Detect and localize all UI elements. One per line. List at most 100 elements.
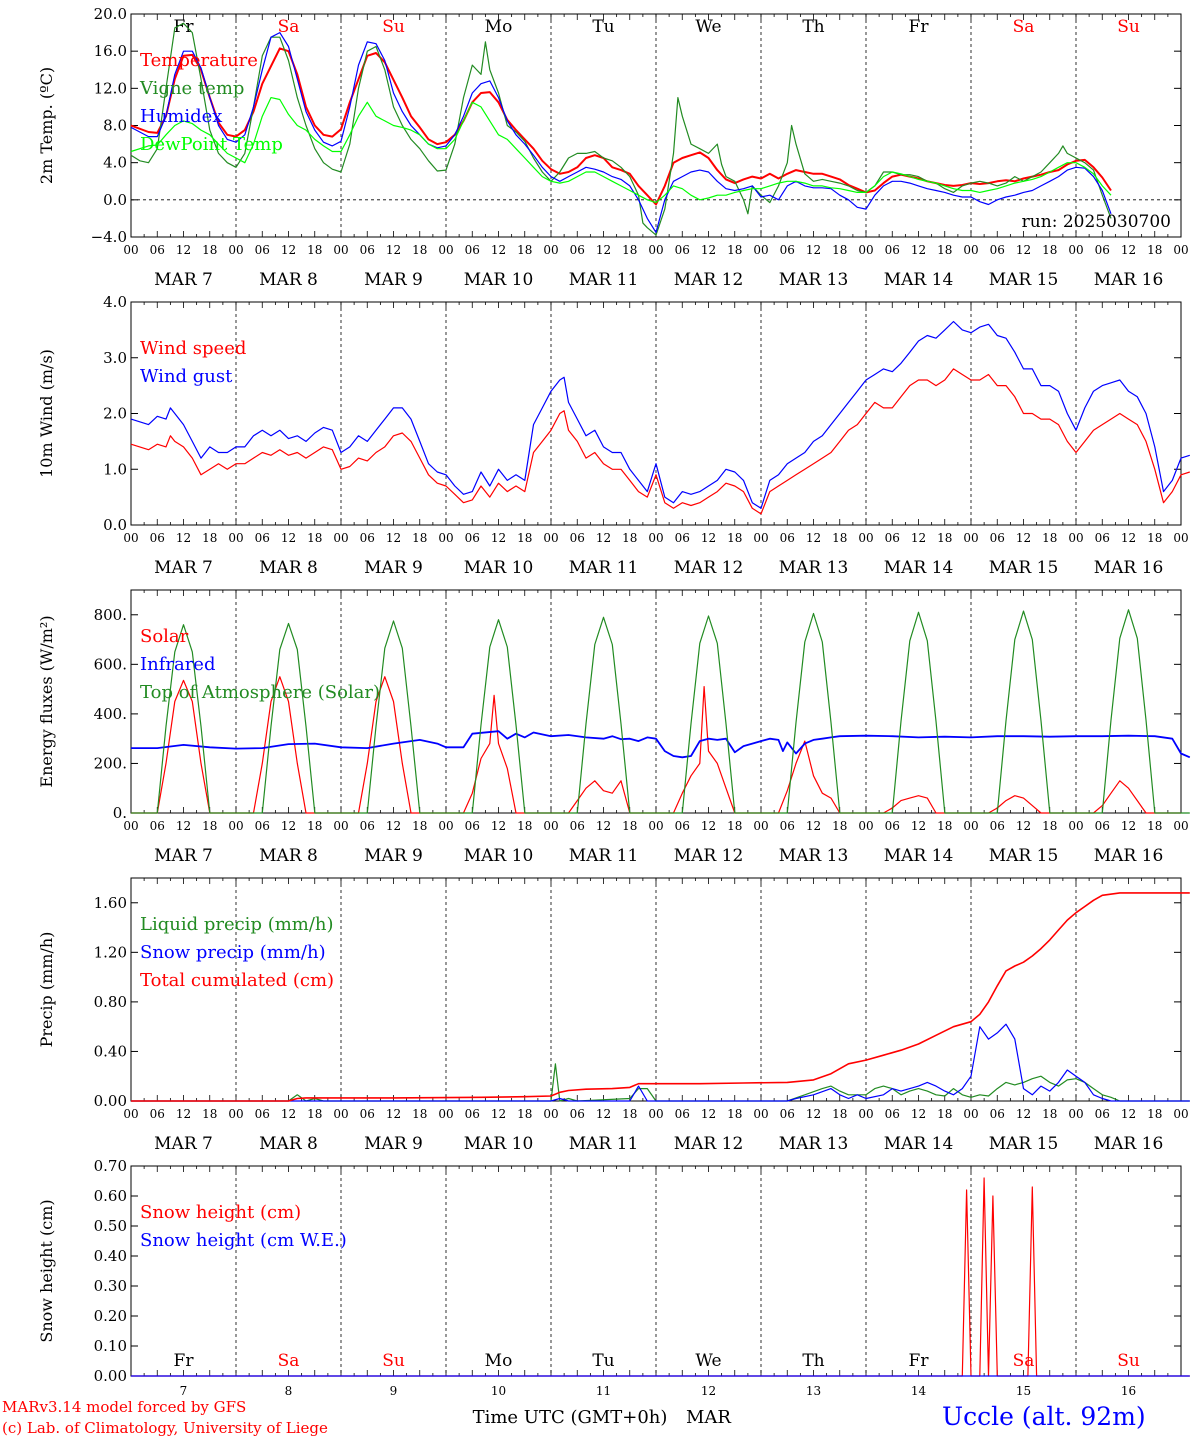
hour-label: 06 [255,531,270,545]
hour-label: 06 [570,819,585,833]
date-label: MAR 8 [259,1134,318,1154]
date-label: MAR 11 [569,270,639,290]
y-tick-label: 3.0 [103,349,127,367]
hour-label: 06 [780,819,795,833]
day-number: 7 [180,1384,188,1398]
hour-label: 00 [753,531,768,545]
hour-label: 00 [753,1107,768,1121]
hour-label: 18 [1147,243,1162,257]
date-label: MAR 11 [569,558,639,578]
hour-label: 06 [1095,1107,1110,1121]
date-label: MAR 10 [464,1134,534,1154]
hour-label: 06 [675,1107,690,1121]
hour-label: 12 [1016,1107,1031,1121]
y-tick-label: 0.60 [94,1187,127,1205]
hour-label: 00 [753,819,768,833]
hour-label: 00 [438,243,453,257]
hour-label: 00 [858,243,873,257]
hour-label: 06 [1095,531,1110,545]
hour-label: 00 [228,819,243,833]
day-number: 15 [1016,1384,1031,1398]
panel-5: 0.70 0.60 0.50 0.40 0.30 0.20 0.10 0.00 Snow hei… [37,1157,1190,1385]
date-label: MAR 10 [464,846,534,866]
x-axis-label: Time UTC (GMT+0h) [473,1407,668,1428]
date-label: MAR 16 [1094,558,1164,578]
date-label: MAR 16 [1094,1134,1164,1154]
hour-label: 00 [228,1107,243,1121]
hour-label: 06 [360,1107,375,1121]
weekday-label: Su [382,1351,405,1371]
hour-label: 18 [202,1107,217,1121]
weekday-label: Th [802,17,824,37]
x-axis-month: MAR [686,1407,731,1428]
hour-label: 06 [150,1107,165,1121]
hour-label: 18 [832,1107,847,1121]
hour-label: 18 [1042,1107,1057,1121]
y-tick-label: 0.70 [94,1157,127,1175]
date-label: MAR 8 [259,558,318,578]
hour-label: 18 [937,1107,952,1121]
legend-entry: Snow height (cm W.E.) [140,1230,347,1251]
hour-label: 18 [832,243,847,257]
legend-entry: Total cumulated (cm) [140,970,334,991]
legend-entry: Temperature [140,50,258,71]
hour-label: 18 [937,819,952,833]
hour-label: 06 [990,1107,1005,1121]
day-number: 9 [390,1384,398,1398]
date-label: MAR 11 [569,1134,639,1154]
hour-label: 12 [701,819,716,833]
legend-entry: Wind speed [140,338,246,359]
weekday-label: We [695,1351,721,1371]
y-tick-label: 16.0 [94,42,127,60]
hour-label: 12 [176,531,191,545]
day-number: 13 [806,1384,821,1398]
bottom-axis: 7 8 9 10 11 12 13 14 15 16 Time UTC (GMT+0h) MAR [180,1384,1136,1428]
legend-entry: Wind gust [140,366,233,387]
hour-label: 06 [255,819,270,833]
date-label: MAR 7 [154,846,213,866]
hour-label: 06 [675,819,690,833]
weekday-label: Th [802,1351,824,1371]
series-line [131,730,1191,759]
y-tick-label: 1.20 [94,943,127,961]
weekday-label: Mo [485,1351,513,1371]
date-label: MAR 15 [989,270,1059,290]
hour-label: 00 [648,243,663,257]
series-line [130,22,1112,236]
date-label: MAR 16 [1094,846,1164,866]
hour-label: 12 [386,1107,401,1121]
y-axis-label: 2m Temp. (ºC) [37,67,56,184]
hour-label: 06 [675,531,690,545]
hour-label: 12 [491,1107,506,1121]
series-line [130,31,1112,233]
hour-label: 12 [386,819,401,833]
hour-label: 00 [1068,1107,1083,1121]
y-tick-label: 0.00 [94,1092,127,1110]
hour-label: 18 [412,243,427,257]
hour-label: 12 [806,1107,821,1121]
hour-label: 06 [570,243,585,257]
hour-label: 00 [1173,243,1188,257]
weekday-label: Fr [174,17,195,37]
hour-label: 12 [491,531,506,545]
date-label: MAR 8 [259,270,318,290]
hour-label: 12 [281,819,296,833]
legend-entry: Humidex [140,106,222,127]
weekday-label: Su [1117,1351,1140,1371]
hour-label: 18 [937,243,952,257]
hour-label: 06 [1095,243,1110,257]
date-label: MAR 15 [989,558,1059,578]
hour-label: 00 [858,1107,873,1121]
y-tick-label: 0.40 [94,1042,127,1060]
hour-label: 00 [333,819,348,833]
date-label: MAR 15 [989,846,1059,866]
series-line [131,609,1190,814]
hour-label: 00 [333,243,348,257]
y-axis-label: Snow height (cm) [37,1199,56,1342]
series-line [130,47,1112,206]
hour-label: 06 [150,243,165,257]
series-line [131,892,1190,1102]
y-tick-label: 400. [94,705,127,723]
hour-label: 12 [1121,1107,1136,1121]
